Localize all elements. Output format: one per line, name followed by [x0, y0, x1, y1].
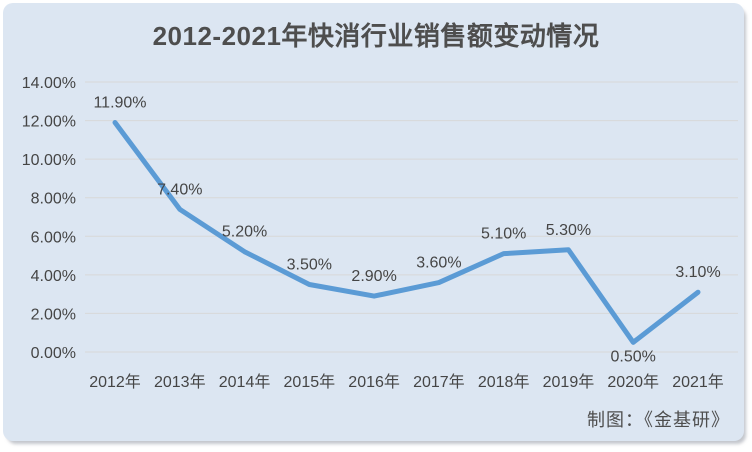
x-axis-label: 2018年: [478, 373, 530, 391]
data-label: 5.20%: [222, 224, 267, 241]
x-axis-label: 2019年: [543, 373, 595, 391]
chart-title: 2012-2021年快消行业销售额变动情况: [152, 21, 600, 51]
credit-label: 制图：《金基研》: [587, 410, 730, 430]
y-axis-tick-label: 14.00%: [22, 75, 76, 92]
data-label: 5.30%: [546, 222, 591, 239]
y-axis-tick-label: 6.00%: [31, 229, 76, 246]
x-axis-label: 2015年: [284, 373, 336, 391]
data-label: 0.50%: [611, 348, 656, 365]
data-label: 7.40%: [157, 181, 202, 198]
data-label: 11.90%: [93, 95, 146, 112]
x-axis-label: 2021年: [672, 373, 724, 391]
data-label: 5.10%: [481, 226, 526, 243]
chart-card: [3, 3, 744, 441]
y-axis-tick-label: 0.00%: [31, 345, 76, 362]
y-axis-tick-label: 4.00%: [31, 268, 76, 285]
x-axis-label: 2016年: [348, 373, 400, 391]
x-axis-label: 2013年: [154, 373, 206, 391]
data-label: 3.60%: [416, 255, 461, 272]
y-axis-tick-label: 12.00%: [22, 114, 76, 131]
data-label: 2.90%: [351, 268, 396, 285]
data-label: 3.50%: [287, 257, 332, 274]
x-axis-label: 2017年: [413, 373, 465, 391]
y-axis-tick-label: 8.00%: [31, 191, 76, 208]
data-label: 3.10%: [675, 264, 720, 281]
y-axis-tick-label: 2.00%: [31, 306, 76, 323]
y-axis-tick-label: 10.00%: [22, 152, 76, 169]
x-axis-label: 2014年: [219, 373, 271, 391]
x-axis-label: 2012年: [89, 373, 141, 391]
x-axis-label: 2020年: [607, 373, 659, 391]
sales-trend-line: [112, 120, 701, 345]
